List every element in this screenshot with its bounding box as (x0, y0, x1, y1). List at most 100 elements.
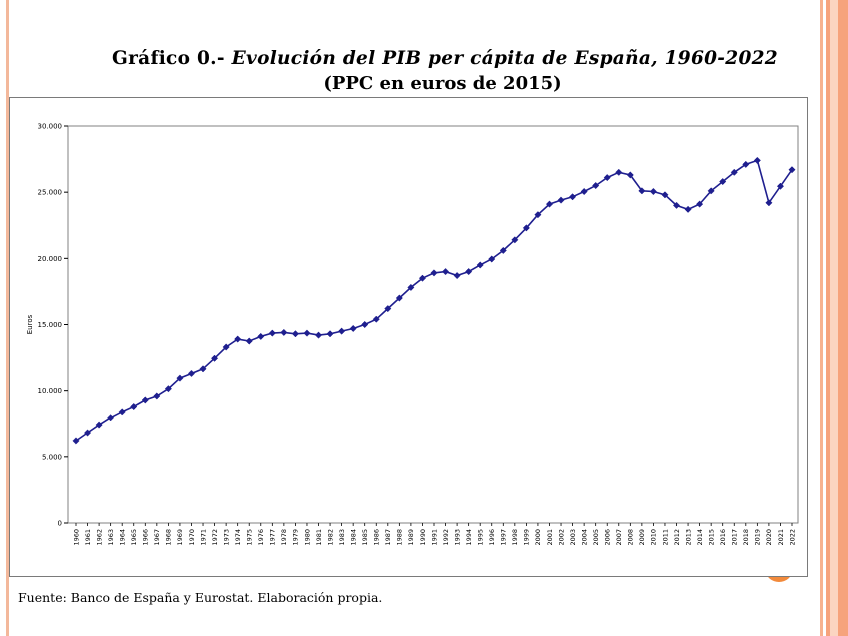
x-tick-label: 2007 (615, 529, 623, 546)
x-tick-label: 1966 (142, 529, 150, 546)
y-tick-label: 0 (58, 520, 62, 528)
y-axis-label: Euros (26, 314, 34, 334)
x-tick-label: 2012 (673, 529, 681, 546)
line-chart: 0 5.000 10.000 15.000 20.000 25.000 30.000 Euro… (26, 123, 799, 546)
x-tick-label: 1980 (303, 529, 311, 546)
data-point (164, 385, 172, 393)
data-point (707, 187, 715, 195)
data-point (291, 330, 299, 338)
y-tick-label: 25.000 (38, 189, 63, 197)
data-point (499, 246, 507, 254)
source-note: Fuente: Banco de España y Eurostat. Elab… (18, 590, 383, 605)
chart-title-lead: Gráfico 0.- (112, 48, 225, 69)
data-point (615, 168, 623, 176)
x-tick-label: 1987 (384, 529, 392, 546)
data-point (511, 236, 519, 244)
data-point (349, 324, 357, 333)
x-tick-label: 1965 (130, 529, 138, 546)
data-point (603, 174, 611, 182)
x-tick-label: 1975 (246, 529, 254, 546)
data-point (361, 320, 369, 329)
x-tick-label: 2020 (765, 529, 773, 546)
data-point (742, 160, 750, 168)
x-tick-label: 2003 (569, 529, 577, 546)
data-point (522, 224, 530, 232)
plot-area (67, 125, 799, 524)
data-point (83, 429, 92, 437)
data-point (545, 200, 554, 208)
x-tick-label: 1985 (361, 529, 369, 546)
data-point (580, 187, 588, 196)
y-tick-label: 20.000 (38, 255, 63, 263)
x-tick-label: 1992 (442, 529, 450, 546)
data-point (234, 335, 242, 343)
x-tick-label: 2017 (731, 529, 739, 546)
x-tick-label: 2005 (592, 529, 600, 546)
data-point (776, 182, 785, 190)
x-tick-label: 1961 (84, 529, 92, 546)
data-point (130, 402, 138, 411)
x-tick-label: 2013 (684, 529, 692, 546)
data-point (569, 193, 577, 201)
x-tick-label: 2022 (788, 529, 796, 546)
y-tick-label: 5.000 (42, 453, 62, 461)
x-tick-label: 2015 (707, 529, 715, 546)
x-tick-label: 1991 (430, 529, 438, 546)
data-point (765, 199, 773, 207)
data-point (418, 274, 427, 282)
slide-left-accent-line (6, 0, 9, 636)
x-tick-label: 1989 (407, 529, 415, 546)
data-point (153, 392, 161, 400)
data-point (314, 331, 323, 339)
data-point (372, 315, 380, 323)
data-point (222, 343, 230, 351)
x-tick-label: 1978 (280, 529, 288, 546)
y-tick-label: 15.000 (38, 321, 63, 329)
x-tick-label: 1990 (419, 529, 427, 546)
x-tick-label: 1976 (257, 529, 265, 546)
data-point (534, 211, 542, 219)
data-point (280, 328, 288, 336)
data-point (684, 205, 692, 213)
data-point (753, 156, 761, 164)
data-point (176, 374, 184, 382)
x-tick-label: 1982 (326, 529, 334, 546)
data-point (661, 191, 669, 199)
x-tick-label: 1960 (72, 529, 80, 546)
data-point (476, 261, 484, 269)
data-point (488, 255, 496, 263)
data-point (199, 365, 207, 373)
x-tick-label: 1983 (338, 529, 346, 546)
x-tick-label: 2000 (534, 529, 542, 546)
data-point (257, 332, 265, 340)
data-point (441, 268, 450, 276)
x-tick-label: 1995 (476, 529, 484, 546)
x-tick-label: 1968 (165, 529, 173, 546)
chart-title-rest: Evolución del PIB per cápita de España, … (231, 48, 778, 69)
x-tick-label: 1979 (292, 529, 300, 546)
data-point (95, 421, 103, 429)
data-point (649, 187, 657, 196)
slide-right-border (816, 0, 848, 636)
data-point (557, 196, 565, 204)
x-tick-label: 2010 (650, 529, 658, 546)
data-point (303, 329, 311, 337)
x-tick-label: 2019 (754, 529, 762, 546)
x-tick-label: 2018 (742, 529, 750, 546)
x-tick-label: 2011 (661, 529, 669, 546)
x-tick-label: 1964 (118, 529, 126, 546)
x-tick-label: 1967 (153, 529, 161, 546)
data-point (626, 171, 634, 179)
data-point (407, 283, 415, 292)
data-point (719, 178, 727, 186)
data-point (72, 437, 80, 445)
x-tick-label: 1993 (453, 529, 461, 546)
x-tick-label: 1971 (199, 529, 207, 546)
x-tick-label: 2008 (627, 529, 635, 546)
data-point (384, 305, 392, 313)
x-tick-label: 1970 (188, 529, 196, 546)
data-point (118, 408, 126, 416)
y-tick-label: 10.000 (38, 387, 63, 395)
data-point (638, 187, 646, 195)
x-tick-label: 1996 (488, 529, 496, 546)
